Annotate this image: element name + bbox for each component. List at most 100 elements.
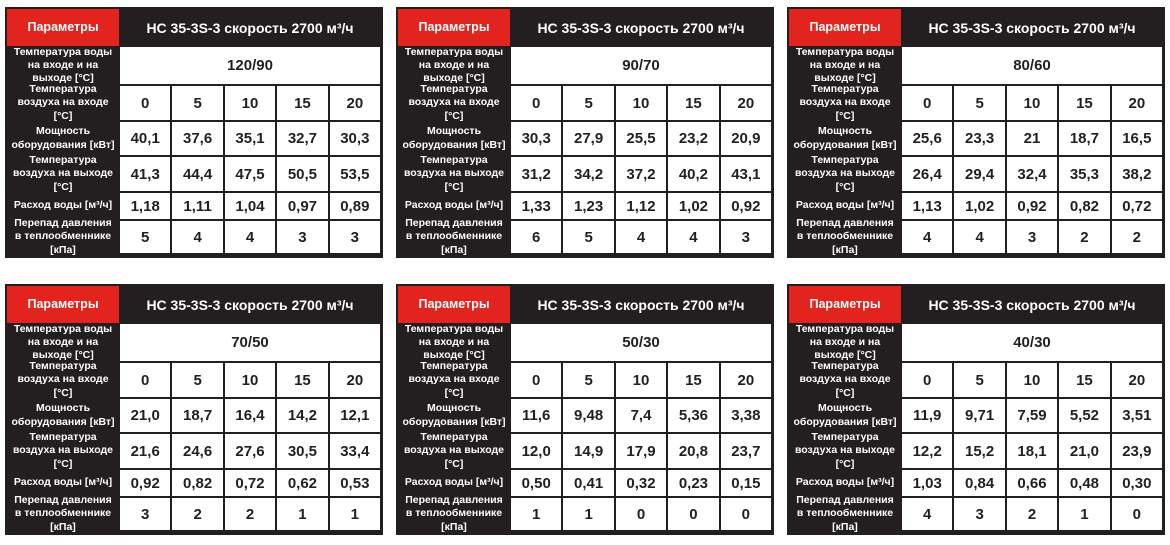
air-in-row: Температура воздуха на входе [°С] 0 5 10… [398, 360, 773, 399]
pressure-drop-value-cell: 0 [614, 497, 668, 531]
params-header-cell: Параметры [7, 286, 119, 323]
air-in-value-cell: 5 [171, 362, 224, 398]
air-in-value-cell: 5 [953, 362, 1006, 398]
power-row: Мощность оборудования [кВт] 11,9 9,71 7,… [789, 398, 1164, 433]
row-label-pressure-drop: Перепад давления в теплообменнике [кПа] [14, 494, 112, 533]
power-value-cell: 11,6 [510, 398, 563, 433]
water-flow-value-cell: 0,66 [1005, 469, 1059, 497]
water-flow-value-cell: 0,15 [719, 469, 773, 497]
pressure-drop-row: Перепад давления в теплообменнике [кПа] … [398, 494, 773, 533]
water-flow-value-cell: 0,48 [1058, 469, 1111, 497]
water-flow-value-cell: 0,32 [614, 469, 668, 497]
water-flow-value-cell: 0,23 [667, 469, 720, 497]
row-label-water-flow: Расход воды [м³/ч] [795, 199, 895, 212]
pressure-drop-row: Перепад давления в теплообменнике [кПа] … [398, 217, 773, 256]
spec-table: Параметры НС 35-3S-3 скорость 2700 м³/ч … [5, 7, 383, 258]
water-flow-value-cell: 1,02 [667, 192, 720, 220]
power-value-cell: 16,4 [223, 398, 277, 433]
row-label-air-out: Температура воздуха на выходе [°С] [403, 431, 505, 470]
power-value-cell: 7,59 [1005, 398, 1059, 433]
air-in-value-cell: 5 [562, 362, 615, 398]
air-out-value-cell: 21,6 [119, 433, 172, 469]
row-label-water-temp: Температура воды на входе и на выходе [°… [13, 322, 113, 362]
air-in-value-cell: 10 [1005, 362, 1059, 398]
air-in-value-cell: 15 [276, 362, 329, 398]
water-flow-value-cell: 1,11 [171, 192, 224, 220]
regime-value-cell: 80/60 [901, 46, 1163, 85]
row-label-air-out: Температура воздуха на выходе [°С] [12, 431, 114, 470]
air-in-value-cell: 20 [1110, 85, 1164, 121]
air-in-row: Температура воздуха на входе [°С] 0 5 10… [398, 83, 773, 122]
air-out-value-cell: 50,5 [276, 156, 329, 192]
regime-value-cell: 70/50 [119, 323, 381, 362]
params-header-cell: Параметры [789, 9, 901, 46]
air-in-value-cell: 0 [510, 362, 563, 398]
water-flow-value-cell: 0,82 [1058, 192, 1111, 220]
power-value-cell: 3,38 [719, 398, 773, 433]
pressure-drop-value-cell: 0 [719, 497, 773, 531]
air-out-value-cell: 31,2 [510, 156, 563, 192]
power-value-cell: 21 [1005, 121, 1059, 156]
water-flow-value-cell: 0,50 [510, 469, 563, 497]
water-temp-row: Температура воды на входе и на выходе [°… [7, 323, 381, 362]
power-row: Мощность оборудования [кВт] 30,3 27,9 25… [398, 121, 773, 156]
power-value-cell: 18,7 [171, 398, 224, 433]
air-out-values: 12,2 15,2 18,1 21,0 23,9 [901, 433, 1164, 469]
water-flow-value-cell: 0,82 [171, 469, 224, 497]
air-in-value-cell: 0 [119, 362, 172, 398]
power-value-cell: 3,51 [1110, 398, 1164, 433]
water-flow-value-cell: 0,72 [1110, 192, 1164, 220]
air-out-values: 31,2 34,2 37,2 40,2 43,1 [510, 156, 773, 192]
power-row: Мощность оборудования [кВт] 25,6 23,3 21… [789, 121, 1164, 156]
air-in-value-cell: 0 [901, 85, 954, 121]
power-value-cell: 7,4 [614, 398, 668, 433]
pressure-drop-value-cell: 3 [719, 220, 773, 254]
row-label-power: Мощность оборудования [кВт] [402, 125, 506, 151]
air-in-value-cell: 10 [223, 362, 277, 398]
air-in-value-cell: 10 [223, 85, 277, 121]
pressure-drop-value-cell: 2 [1005, 497, 1059, 531]
row-label-power: Мощность оборудования [кВт] [402, 402, 506, 428]
water-flow-values: 0,92 0,82 0,72 0,62 0,53 [119, 469, 382, 497]
air-in-value-cell: 20 [328, 85, 382, 121]
row-label-water-temp: Температура воды на входе и на выходе [°… [404, 322, 504, 362]
pressure-drop-values: 1 1 0 0 0 [510, 497, 773, 531]
air-in-value-cell: 20 [719, 85, 773, 121]
air-out-value-cell: 30,5 [276, 433, 329, 469]
table-header-row: Параметры НС 35-3S-3 скорость 2700 м³/ч [789, 9, 1163, 46]
air-in-value-cell: 15 [667, 362, 720, 398]
table-title: НС 35-3S-3 скорость 2700 м³/ч [537, 19, 745, 36]
air-in-values: 0 5 10 15 20 [119, 85, 382, 121]
air-in-value-cell: 15 [1058, 362, 1111, 398]
pressure-drop-value-cell: 5 [119, 220, 172, 254]
air-out-values: 41,3 44,4 47,5 50,5 53,5 [119, 156, 382, 192]
water-flow-values: 0,50 0,41 0,32 0,23 0,15 [510, 469, 773, 497]
table-title: НС 35-3S-3 скорость 2700 м³/ч [537, 296, 745, 313]
power-value-cell: 23,2 [667, 121, 720, 156]
water-flow-value-cell: 0,92 [719, 192, 773, 220]
air-in-row: Температура воздуха на входе [°С] 0 5 10… [789, 360, 1164, 399]
table-title: НС 35-3S-3 скорость 2700 м³/ч [928, 296, 1136, 313]
water-flow-value-cell: 0,53 [328, 469, 382, 497]
pressure-drop-values: 6 5 4 4 3 [510, 220, 773, 254]
air-in-value-cell: 0 [901, 362, 954, 398]
water-temp-row: Температура воды на входе и на выходе [°… [7, 46, 381, 85]
air-out-row: Температура воздуха на выходе [°С] 21,6 … [7, 431, 382, 470]
air-out-row: Температура воздуха на выходе [°С] 26,4 … [789, 154, 1164, 193]
power-value-cell: 14,2 [276, 398, 329, 433]
row-label-water-temp: Температура воды на входе и на выходе [°… [13, 45, 113, 85]
water-temp-row: Температура воды на входе и на выходе [°… [398, 323, 772, 362]
air-out-row: Температура воздуха на выходе [°С] 31,2 … [398, 154, 773, 193]
pressure-drop-value-cell: 0 [1110, 497, 1164, 531]
row-label-water-flow: Расход воды [м³/ч] [404, 199, 504, 212]
power-value-cell: 35,1 [223, 121, 277, 156]
air-in-values: 0 5 10 15 20 [901, 85, 1164, 121]
row-label-air-out: Температура воздуха на выходе [°С] [794, 431, 896, 470]
power-values: 40,1 37,6 35,1 32,7 30,3 [119, 121, 382, 156]
power-value-cell: 32,7 [276, 121, 329, 156]
air-in-value-cell: 0 [510, 85, 563, 121]
air-out-value-cell: 12,0 [510, 433, 563, 469]
row-label-air-in: Температура воздуха на входе [°С] [408, 83, 500, 122]
air-out-value-cell: 18,1 [1005, 433, 1059, 469]
row-label-pressure-drop: Перепад давления в теплообменнике [кПа] [405, 494, 503, 533]
